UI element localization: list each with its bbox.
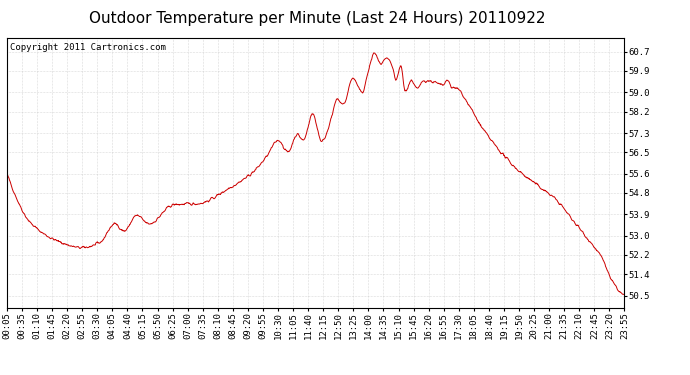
Text: Copyright 2011 Cartronics.com: Copyright 2011 Cartronics.com: [10, 43, 166, 52]
Text: Outdoor Temperature per Minute (Last 24 Hours) 20110922: Outdoor Temperature per Minute (Last 24 …: [89, 11, 546, 26]
